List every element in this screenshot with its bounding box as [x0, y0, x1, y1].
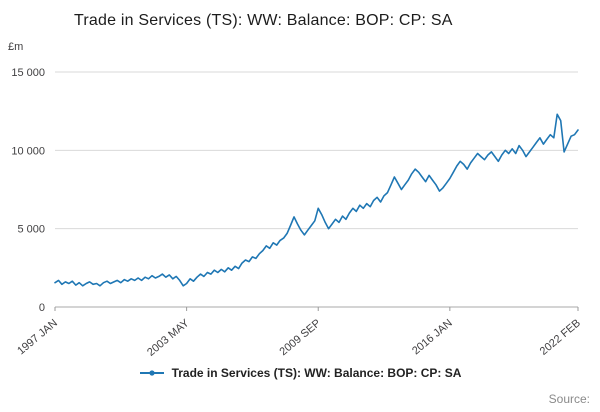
y-tick-label: 10 000 [11, 145, 45, 157]
legend-label: Trade in Services (TS): WW: Balance: BOP… [171, 366, 462, 380]
source-text: Source: [548, 392, 590, 406]
y-tick-label: 5 000 [17, 224, 45, 236]
y-tick-label: 15 000 [11, 67, 45, 79]
legend[interactable]: Trade in Services (TS): WW: Balance: BOP… [0, 366, 600, 380]
y-axis-unit-label: £m [8, 41, 23, 53]
chart-container: Trade in Services (TS): WW: Balance: BOP… [0, 12, 600, 412]
legend-line-marker [139, 370, 164, 376]
x-tick-label: 2003 MAY [145, 317, 192, 359]
chart-title: Trade in Services (TS): WW: Balance: BOP… [74, 12, 453, 29]
x-tick-label: 2016 JAN [410, 317, 455, 357]
series-line [54, 113, 579, 287]
y-tick-label: 0 [39, 302, 45, 314]
x-tick-label: 1997 JAN [15, 317, 60, 357]
x-tick-label: 2022 FEB [538, 317, 583, 358]
x-tick-label: 2009 SEP [277, 317, 323, 358]
line-chart: £m 0 5 000 10 000 15 000 1997 JAN 2003 MAY 2009… [8, 41, 583, 359]
